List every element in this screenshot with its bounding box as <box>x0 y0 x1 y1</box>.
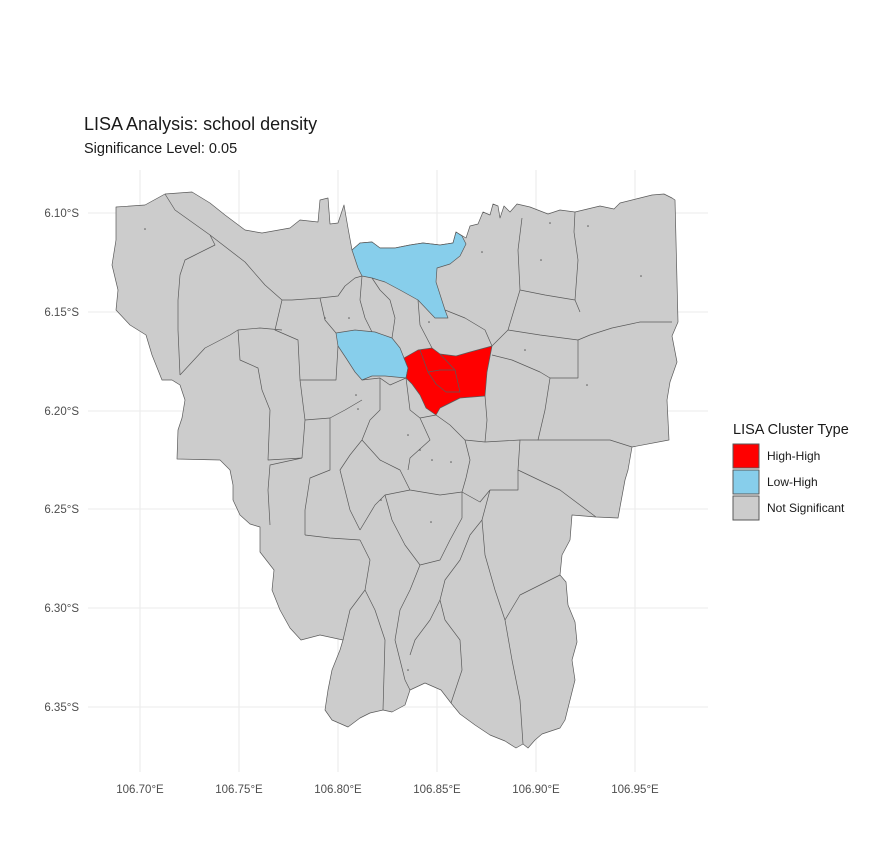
y-axis: 6.10°S 6.15°S 6.20°S 6.25°S 6.30°S 6.35°… <box>44 208 79 714</box>
region-low-high-north <box>351 231 467 319</box>
legend-label-not-significant: Not Significant <box>767 501 845 515</box>
y-tick-label: 6.10°S <box>44 208 79 220</box>
y-tick-label: 6.15°S <box>44 307 79 319</box>
legend-label-low-high: Low-High <box>767 475 818 489</box>
legend-key-high-high <box>732 443 760 469</box>
legend-key-low-high <box>732 469 760 495</box>
legend-label-high-high: High-High <box>767 449 820 463</box>
x-tick-label: 106.90°E <box>512 784 560 796</box>
x-tick-label: 106.85°E <box>413 784 461 796</box>
x-tick-label: 106.95°E <box>611 784 659 796</box>
high-high-inner-border <box>427 369 455 373</box>
y-tick-label: 6.25°S <box>44 504 79 516</box>
x-axis: 106.70°E 106.75°E 106.80°E 106.85°E 106.… <box>116 784 659 796</box>
map-title: LISA Analysis: school density <box>84 114 317 134</box>
map-regions <box>111 191 679 749</box>
y-tick-label: 6.20°S <box>44 406 79 418</box>
region-high-high <box>403 345 493 416</box>
map-subtitle: Significance Level: 0.05 <box>84 141 237 157</box>
tiny-polygons <box>144 222 642 671</box>
legend: LISA Cluster Type High-High Low-High Not… <box>732 422 849 521</box>
y-tick-label: 6.30°S <box>44 603 79 615</box>
legend-title: LISA Cluster Type <box>733 422 849 438</box>
x-tick-label: 106.80°E <box>314 784 362 796</box>
legend-key-not-significant <box>732 495 760 521</box>
x-tick-label: 106.75°E <box>215 784 263 796</box>
district-boundaries <box>164 193 672 745</box>
high-high-inner-border <box>419 349 460 393</box>
x-tick-label: 106.70°E <box>116 784 164 796</box>
y-tick-label: 6.35°S <box>44 702 79 714</box>
